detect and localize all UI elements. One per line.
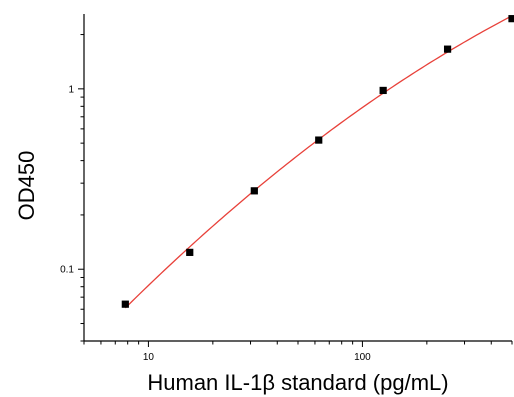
y-axis-ticks: 0.11 — [60, 34, 84, 342]
fit-curve — [124, 15, 513, 309]
x-tick-label: 100 — [354, 352, 371, 363]
fit-curve-layer — [124, 15, 513, 309]
data-point — [443, 45, 452, 53]
data-point — [315, 136, 323, 144]
y-tick-label: 0.1 — [60, 265, 74, 276]
data-point — [379, 86, 387, 95]
x-axis-ticks: 10 100 — [83, 341, 513, 363]
x-tick-label: 10 — [143, 352, 155, 363]
data-point — [508, 15, 514, 23]
y-axis-title: OD450 — [14, 151, 39, 221]
x-axis-title: Human IL-1β standard (pg/mL) — [147, 370, 448, 395]
data-point — [186, 248, 194, 256]
data-point — [121, 300, 129, 308]
y-tick-label: 1 — [68, 84, 74, 95]
data-points — [121, 15, 514, 308]
data-point — [250, 187, 258, 195]
